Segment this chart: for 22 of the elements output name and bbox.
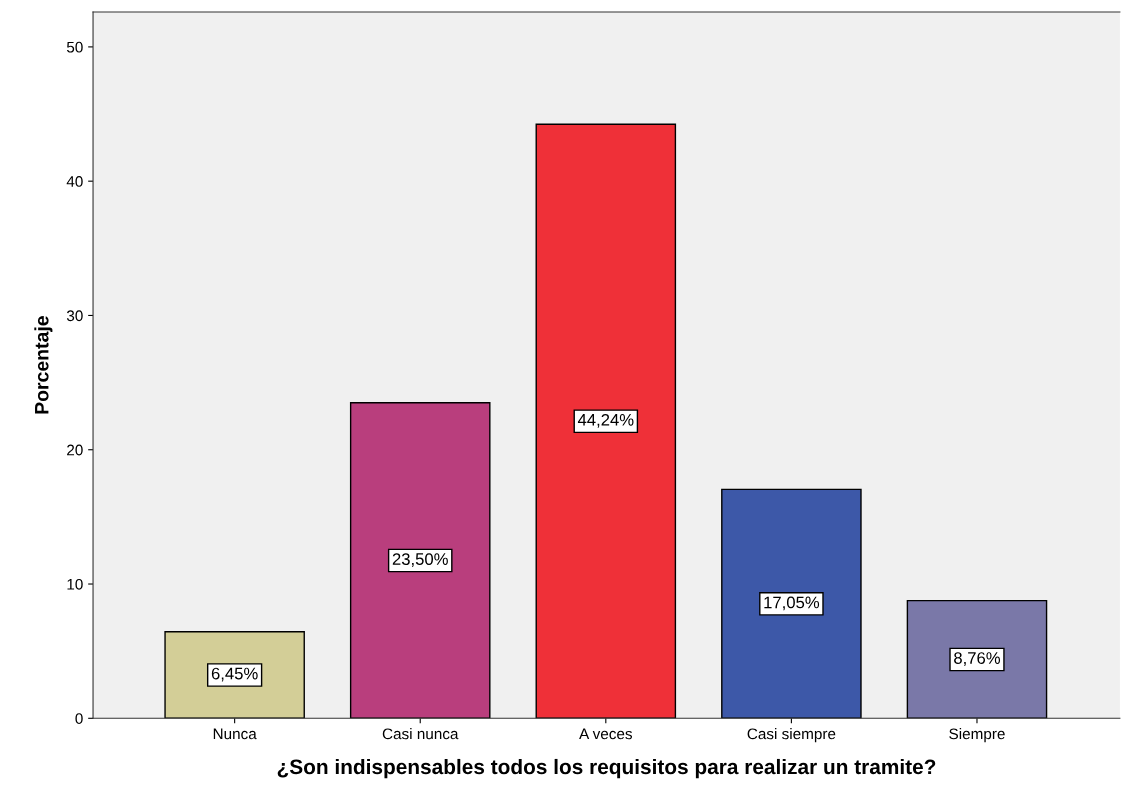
bar [349,402,491,719]
y-tick-label: 20 [67,444,83,456]
y-tick-label: 50 [66,41,83,53]
data-label: 23,50% [392,553,448,567]
x-tick-label: A veces [579,728,633,740]
bar [721,488,862,719]
x-axis-title: ¿Son indispensables todos los requisitos para realizar un tramite? [277,758,936,779]
data-label: 44,24% [577,413,634,428]
y-tick-label: 30 [66,310,83,322]
x-tick-label: Casi nunca [382,728,459,740]
data-label: 17,05% [764,596,820,611]
y-tick-label: 40 [66,176,83,187]
x-tick-label: Casi siempre [747,728,836,743]
data-label: 6,45% [211,667,258,682]
data-label: 8,76% [954,652,1001,666]
bar [535,123,677,719]
x-tick-label: Siempre [949,728,1005,743]
y-axis-title: Porcentaje [34,316,53,414]
bar [906,599,1048,719]
y-tick-label: 10 [67,578,83,590]
y-tick-label: 0 [75,713,83,724]
x-tick-label: Nunca [213,728,257,740]
